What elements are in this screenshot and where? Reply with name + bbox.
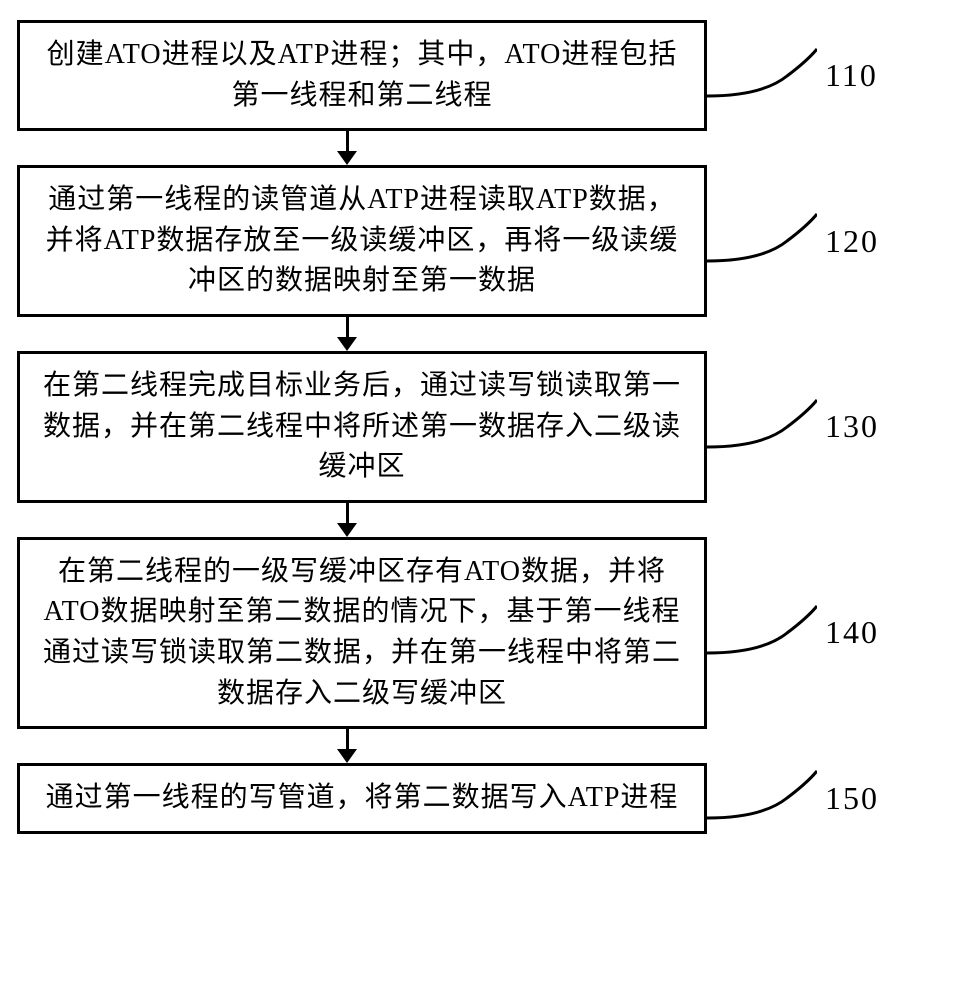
step-130: 在第二线程完成目标业务后，通过读写锁读取第一数据，并在第二线程中将所述第一数据存…: [17, 351, 937, 503]
curve-icon: [707, 206, 817, 276]
step-label: 150: [825, 780, 879, 817]
step-box: 通过第一线程的写管道，将第二数据写入ATP进程: [17, 763, 707, 834]
step-label: 130: [825, 408, 879, 445]
curve-icon: [707, 41, 817, 111]
arrow-icon: [337, 503, 357, 537]
step-150: 通过第一线程的写管道，将第二数据写入ATP进程 150: [17, 763, 937, 834]
flowchart-container: 创建ATO进程以及ATP进程；其中，ATO进程包括第一线程和第二线程 110 通…: [17, 20, 937, 834]
step-box: 创建ATO进程以及ATP进程；其中，ATO进程包括第一线程和第二线程: [17, 20, 707, 131]
step-label: 110: [825, 57, 878, 94]
arrow-icon: [337, 729, 357, 763]
step-connector: 150: [707, 763, 937, 834]
step-box: 通过第一线程的读管道从ATP进程读取ATP数据，并将ATP数据存放至一级读缓冲区…: [17, 165, 707, 317]
step-120: 通过第一线程的读管道从ATP进程读取ATP数据，并将ATP数据存放至一级读缓冲区…: [17, 165, 937, 317]
step-140: 在第二线程的一级写缓冲区存有ATO数据，并将ATO数据映射至第二数据的情况下，基…: [17, 537, 937, 729]
curve-icon: [707, 763, 817, 833]
step-label: 140: [825, 614, 879, 651]
step-box: 在第二线程完成目标业务后，通过读写锁读取第一数据，并在第二线程中将所述第一数据存…: [17, 351, 707, 503]
curve-icon: [707, 598, 817, 668]
step-connector: 140: [707, 537, 937, 729]
step-connector: 120: [707, 165, 937, 317]
arrow-icon: [337, 317, 357, 351]
arrow-icon: [337, 131, 357, 165]
step-connector: 110: [707, 20, 937, 131]
step-box: 在第二线程的一级写缓冲区存有ATO数据，并将ATO数据映射至第二数据的情况下，基…: [17, 537, 707, 729]
curve-icon: [707, 392, 817, 462]
step-110: 创建ATO进程以及ATP进程；其中，ATO进程包括第一线程和第二线程 110: [17, 20, 937, 131]
step-connector: 130: [707, 351, 937, 503]
step-label: 120: [825, 223, 879, 260]
